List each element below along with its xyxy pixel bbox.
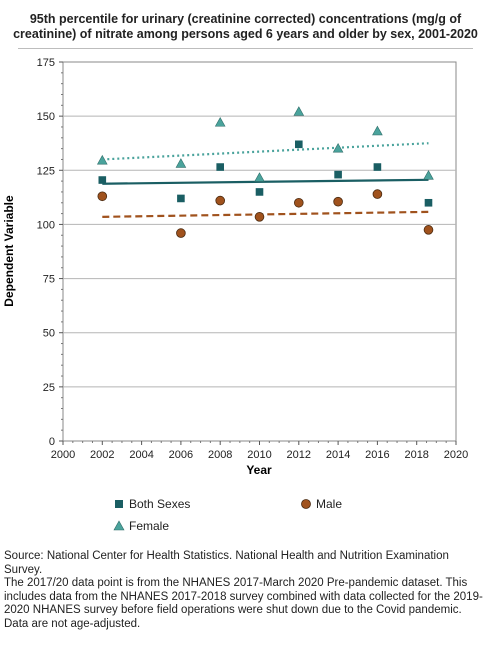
x-tick-label: 2014 bbox=[326, 449, 350, 461]
point-both-sexes bbox=[255, 188, 264, 196]
x-tick-label: 2016 bbox=[365, 449, 389, 461]
point-both-sexes bbox=[177, 194, 185, 203]
y-tick-label: 0 bbox=[49, 436, 55, 448]
scatter-plot: 0 25 50 75 100 125 150 175 2000 2002 2004 2006 2008 2… bbox=[2, 57, 469, 477]
x-tick-label: 2010 bbox=[247, 449, 271, 461]
point-both-sexes bbox=[334, 170, 342, 179]
y-tick-label: 25 bbox=[43, 382, 55, 394]
axes: 0 25 50 75 100 125 150 175 2000 2002 2004 2006 2008 2… bbox=[37, 57, 469, 461]
footnotes: Source: National Center for Health Stati… bbox=[4, 550, 488, 632]
point-female bbox=[293, 106, 305, 116]
x-tick-label: 2000 bbox=[51, 449, 75, 461]
chart-title: 95th percentile for urinary (creatinine … bbox=[0, 12, 491, 42]
point-female bbox=[214, 117, 226, 127]
y-axis-label: Dependent Variable bbox=[2, 195, 16, 307]
y-tick-label: 50 bbox=[43, 328, 55, 340]
chart-title-line-2: creatinine) of nitrate among persons age… bbox=[13, 27, 478, 41]
point-male bbox=[254, 212, 265, 222]
x-tick-label: 2006 bbox=[169, 449, 193, 461]
x-tick-label: 2012 bbox=[287, 449, 311, 461]
title-divider bbox=[18, 48, 473, 49]
point-both-sexes bbox=[216, 163, 224, 171]
trend-lines bbox=[102, 142, 429, 218]
point-male bbox=[215, 195, 226, 206]
footnote-source: Source: National Center for Health Stati… bbox=[4, 550, 449, 576]
x-tick-label: 2018 bbox=[404, 449, 428, 461]
chart-title-line-1: 95th percentile for urinary (creatinine … bbox=[29, 12, 462, 26]
point-female bbox=[175, 158, 187, 168]
trend-line-both-sexes bbox=[102, 178, 429, 185]
footnote-dataset: The 2017/20 data point is from the NHANE… bbox=[4, 577, 483, 617]
point-both-sexes bbox=[98, 176, 107, 184]
point-male bbox=[372, 189, 383, 199]
point-male bbox=[97, 191, 108, 202]
x-tick-label: 2008 bbox=[208, 449, 232, 461]
point-male bbox=[333, 196, 343, 207]
y-tick-label: 125 bbox=[37, 165, 55, 177]
point-female bbox=[96, 154, 108, 165]
point-female bbox=[332, 143, 344, 153]
point-male bbox=[423, 225, 434, 235]
x-tick-label: 2002 bbox=[90, 449, 114, 461]
x-tick-label: 2020 bbox=[444, 449, 468, 461]
gridlines bbox=[63, 115, 456, 388]
data-points bbox=[96, 106, 434, 238]
x-tick-label: 2004 bbox=[129, 449, 153, 461]
y-tick-label: 175 bbox=[37, 57, 55, 69]
point-male bbox=[176, 228, 186, 238]
point-female bbox=[423, 170, 434, 180]
plot-area bbox=[62, 61, 457, 442]
point-male bbox=[293, 197, 304, 208]
point-both-sexes bbox=[373, 163, 382, 171]
point-female bbox=[254, 172, 265, 182]
point-both-sexes bbox=[424, 198, 433, 207]
x-axis-label: Year bbox=[246, 463, 272, 477]
footnote-age-adjust: Data are not age-adjusted. bbox=[4, 617, 141, 630]
point-female bbox=[372, 125, 383, 136]
y-tick-label: 150 bbox=[37, 111, 55, 123]
y-tick-label: 75 bbox=[43, 274, 55, 286]
y-tick-label: 100 bbox=[37, 219, 55, 231]
point-both-sexes bbox=[295, 140, 303, 149]
